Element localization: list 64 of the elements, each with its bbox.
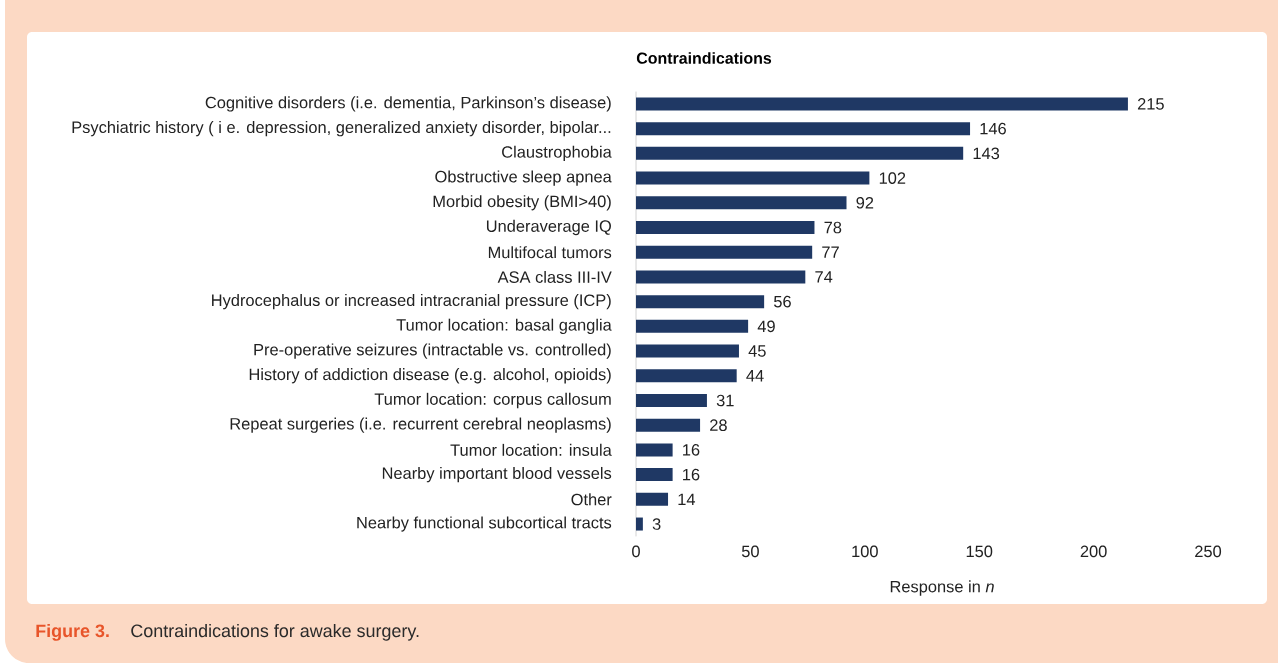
bar <box>636 196 847 210</box>
data-label: 146 <box>980 122 1006 135</box>
bar <box>636 369 737 383</box>
data-label: 16 <box>683 444 700 456</box>
x-tick-label: 200 <box>1080 545 1107 558</box>
data-label: 49 <box>757 320 775 333</box>
data-label: 143 <box>973 147 1000 160</box>
bar <box>636 443 673 457</box>
bar <box>636 122 971 136</box>
y-tick-label: Claustrophobia <box>502 145 612 162</box>
text: Contraindications for awake surgery. <box>131 623 419 641</box>
data-label: 92 <box>856 196 874 209</box>
bar <box>636 319 749 333</box>
bar <box>636 295 765 309</box>
x-tick-label: 150 <box>966 545 993 558</box>
bar <box>636 97 1128 111</box>
y-tick-label: Other <box>571 493 612 506</box>
bar <box>636 418 701 432</box>
x-axis-title: Response in n <box>890 580 994 596</box>
y-tick-label: Nearby functional subcortical tracts <box>357 516 612 532</box>
x-tick-label: 100 <box>852 545 878 558</box>
data-label: 14 <box>678 493 696 505</box>
chart-title: Contraindications <box>636 52 772 64</box>
y-tick-label: Underaverage IQ <box>486 219 611 236</box>
y-tick-label: Hydrocephalus or increased intracranial pressure (ICP) <box>212 293 611 310</box>
y-tick-label: History of addiction disease (e.g. alcohol, opioids) <box>249 368 611 384</box>
y-tick-label: Repeat surgeries (i.e. recurrent cerebral neoplasms) <box>230 417 611 433</box>
caption: Figure 3. <box>36 623 109 641</box>
y-tick-label: Multifocal tumors <box>488 246 612 259</box>
data-label: 56 <box>773 295 791 308</box>
y-tick-label: Tumor location: corpus callosum <box>374 392 611 409</box>
y-tick-label: Nearby important blood vessels <box>382 466 612 483</box>
bar <box>636 344 739 358</box>
data-label: 74 <box>815 271 833 283</box>
y-tick-label: Tumor location: insula <box>450 443 612 456</box>
bar <box>636 468 673 482</box>
bar <box>636 393 707 407</box>
bar <box>636 146 964 160</box>
bar <box>636 517 643 531</box>
y-tick-label: Pre-operative seizures (intractable vs. controlled) <box>254 343 611 359</box>
data-label: 102 <box>879 172 906 184</box>
data-label: 31 <box>716 394 734 407</box>
bar <box>636 245 813 259</box>
bar <box>636 270 806 284</box>
bar <box>636 492 669 506</box>
data-label: 45 <box>748 345 766 357</box>
x-tick-label: 0 <box>632 545 640 558</box>
y-tick-label: Cognitive disorders (i.e. dementia, Parkinson’s disease) <box>205 96 611 112</box>
x-tick-label: 250 <box>1195 545 1222 558</box>
data-label: 16 <box>683 468 700 481</box>
data-label: 44 <box>746 370 764 382</box>
data-label: 77 <box>822 246 839 258</box>
data-label: 28 <box>710 419 727 432</box>
data-label: 78 <box>824 221 842 234</box>
y-tick-label: Psychiatric history ( i e. depression, generalized anxiety disorder, bipolar... <box>72 121 611 137</box>
y-tick-label: Tumor location: basal ganglia <box>396 318 612 334</box>
y-tick-label: ASA class III-IV <box>497 270 612 283</box>
y-tick-label: Morbid obesity (BMI>40) <box>433 195 611 211</box>
data-label: 3 <box>652 518 661 530</box>
bar <box>636 171 870 185</box>
x-tick-label: 50 <box>741 545 759 558</box>
data-label: 215 <box>1137 98 1164 110</box>
y-tick-label: Obstructive sleep apnea <box>435 170 612 186</box>
bar <box>636 221 815 234</box>
